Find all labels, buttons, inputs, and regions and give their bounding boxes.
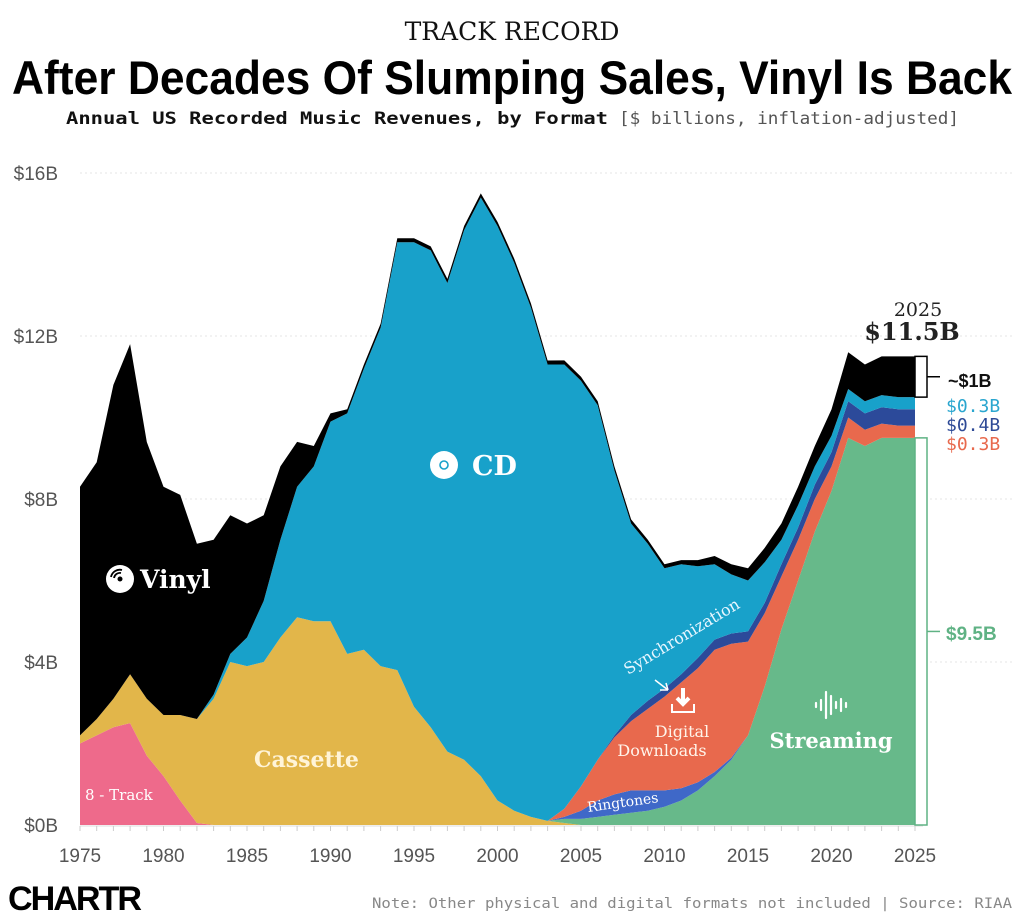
vinyl-bracket [914, 355, 928, 398]
total-value-label: $11.5B [864, 317, 959, 346]
vinyl-label-group: Vinyl [106, 565, 211, 594]
x-tick-label: 1975 [59, 846, 101, 867]
y-axis: $0B $4B $8B $12B $16B [14, 164, 58, 837]
cd-label-group: CD [430, 451, 517, 482]
sound-wave-icon [814, 690, 848, 720]
x-tick-label: 2025 [894, 846, 936, 867]
chart-title: After Decades Of Slumping Sales, Vinyl I… [12, 51, 1013, 104]
chart-subtitle: Annual US Recorded Music Revenues, by Fo… [66, 109, 608, 129]
y-tick-label: $12B [14, 327, 58, 348]
y-tick-label: $8B [24, 490, 58, 511]
cd-label: CD [472, 451, 517, 482]
chart-subtitle-units: [$ billions, inflation-adjusted] [619, 109, 959, 129]
stacked-areas [80, 193, 915, 825]
streaming-bracket [914, 437, 928, 826]
y-tick-label: $16B [14, 164, 58, 185]
value-brackets [914, 355, 940, 826]
cd-2025-value: $0.3B [946, 396, 1000, 417]
area-8-track [80, 723, 915, 825]
x-tick-label: 1985 [226, 846, 268, 867]
streaming-label: Streaming [769, 728, 892, 753]
x-tick-label: 2020 [810, 846, 852, 867]
x-tick-label: 1990 [309, 846, 351, 867]
x-tick-label: 2000 [476, 846, 518, 867]
x-tick-label: 2010 [643, 846, 685, 867]
downloads-2025-value: $0.3B [946, 434, 1000, 455]
area-digital-downloads [80, 417, 915, 821]
chartr-logo: CHARTR [8, 880, 141, 918]
area-cassette [80, 617, 915, 825]
x-axis: 1975 1980 1985 1990 1995 2000 2005 2010 2015 2020… [59, 825, 936, 867]
footer-note: Note: Other physical and digital formats… [372, 896, 1013, 912]
y-tick-label: $0B [24, 816, 58, 837]
downloads-label-line1: Digital [655, 722, 709, 741]
vinyl-2025-value: ~$1B [948, 371, 992, 391]
x-tick-label: 2005 [560, 846, 602, 867]
total-year-label: 2025 [894, 299, 942, 321]
sync-2025-value: $0.4B [946, 415, 1000, 436]
y-tick-label: $4B [24, 653, 58, 674]
synchronization-arrow [654, 679, 669, 691]
cd-disc-icon [430, 451, 458, 479]
area-vinyl [80, 193, 915, 736]
area-cd [80, 197, 915, 821]
chart-kicker: TRACK RECORD [405, 17, 620, 46]
streaming-2025-value: $9.5B [946, 624, 997, 645]
x-tick-label: 1995 [393, 846, 435, 867]
vinyl-record-icon [106, 565, 134, 593]
x-tick-label: 1980 [142, 846, 184, 867]
area-streaming [80, 437, 915, 825]
downloads-label-line2: Downloads [617, 741, 706, 760]
vinyl-label: Vinyl [139, 565, 211, 594]
download-icon [671, 688, 695, 713]
x-tick-label: 2015 [727, 846, 769, 867]
eight-track-label: 8 - Track [85, 786, 154, 804]
cassette-label: Cassette [254, 747, 359, 773]
